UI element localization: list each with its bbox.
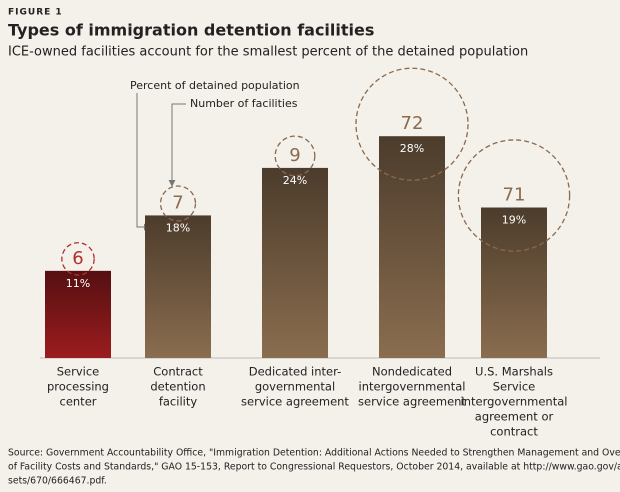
x-tick-label: Service: [57, 365, 100, 379]
callout: Percent of detained population: [130, 79, 300, 92]
x-tick-label: processing: [47, 380, 109, 394]
callout: Number of facilities: [190, 97, 298, 110]
value-label: 18%: [166, 221, 190, 234]
x-tick-label: service agreement: [358, 395, 466, 409]
chart-title: Types of immigration detention facilitie…: [8, 21, 374, 40]
facility-count: 71: [503, 185, 526, 206]
facility-count: 6: [72, 248, 83, 269]
facility-circle: [274, 135, 316, 177]
bar-shade: [262, 167, 328, 358]
bar-shade: [379, 136, 445, 358]
x-tick-label: detention: [150, 380, 205, 394]
value-label: 28%: [400, 142, 424, 155]
x-tick-label: service agreement: [241, 395, 349, 409]
x-tick-label: Contract: [153, 365, 203, 379]
facility-circle: [457, 139, 571, 252]
facility-circle: [61, 242, 95, 276]
facility-count: 7: [172, 192, 183, 213]
x-tick-label: governmental: [255, 380, 335, 394]
bar-shade: [481, 207, 547, 358]
bar-shade: [145, 215, 211, 358]
value-label: 24%: [283, 174, 307, 187]
value-label: 11%: [66, 277, 90, 290]
bar-shade: [45, 270, 111, 358]
x-tick-label: Dedicated inter-: [249, 365, 342, 379]
source: Source: Government Accountability Office…: [8, 448, 620, 459]
x-tick-label: Service: [493, 380, 536, 394]
source: sets/670/666467.pdf.: [8, 476, 107, 487]
x-tick-label: facility: [159, 395, 198, 409]
figure-label: FIGURE 1: [8, 8, 63, 18]
source: of Facility Costs and Standards," GAO 15…: [8, 462, 620, 473]
x-tick-label: intergovernmental: [461, 395, 568, 409]
callout-arrow: [168, 103, 186, 187]
x-tick-label: center: [60, 395, 97, 409]
facility-circle: [159, 185, 197, 222]
x-tick-label: Nondedicated: [372, 365, 452, 379]
facility-count: 72: [401, 113, 424, 134]
facility-count: 9: [289, 145, 300, 166]
x-tick-label: intergovernmental: [359, 380, 466, 394]
x-tick-label: U.S. Marshals: [475, 365, 553, 379]
x-tick-label: contract: [490, 425, 538, 439]
x-tick-label: agreement or: [475, 410, 554, 424]
value-label: 19%: [502, 214, 526, 227]
chart-subtitle: ICE-owned facilities account for the sma…: [8, 45, 528, 60]
